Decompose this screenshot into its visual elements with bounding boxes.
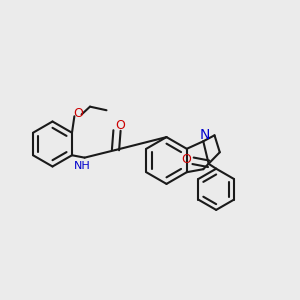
Text: O: O [115,118,125,132]
Text: NH: NH [74,161,91,171]
Text: O: O [73,107,83,120]
Text: O: O [182,153,191,166]
Text: N: N [200,128,210,142]
